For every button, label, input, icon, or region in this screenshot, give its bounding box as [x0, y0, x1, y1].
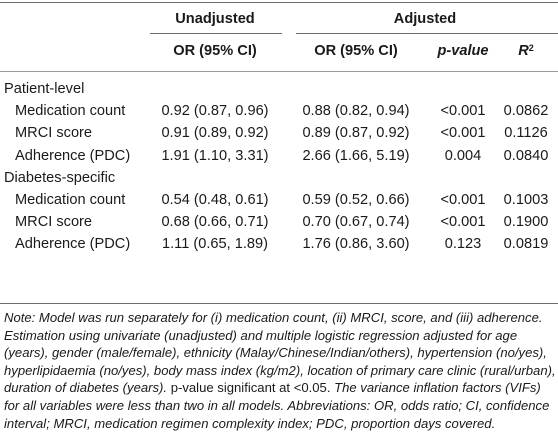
table-cell: <0.001: [440, 192, 486, 208]
row-label: MRCI score: [15, 214, 93, 231]
table-cell: 1.11 (0.65, 1.89): [161, 236, 269, 253]
col-header-p-value: p-value: [437, 43, 489, 59]
top-rule: [0, 2, 558, 3]
col-header-or-adjusted: OR (95% CI): [314, 43, 398, 59]
table-cell: <0.001: [440, 103, 486, 120]
unadjusted-underline: [150, 33, 282, 34]
unadjusted-group-header: Unadjusted: [175, 11, 255, 27]
table-cell: 0.91 (0.89, 0.92): [161, 125, 269, 142]
col-header-r-squared: R2: [518, 43, 534, 59]
row-label: Adherence (PDC): [15, 236, 131, 253]
col-header-or-unadjusted: OR (95% CI): [173, 43, 257, 59]
table-cell: <0.001: [440, 214, 486, 231]
table-cell: 0.54 (0.48, 0.61): [161, 192, 269, 208]
table-cell: 0.123: [444, 236, 482, 253]
note-text-3: The variance inflation factors (VIFs) fo…: [4, 380, 550, 431]
table-cell: <0.001: [440, 125, 486, 142]
table-cell: 0.70 (0.67, 0.74): [302, 214, 410, 231]
table-cell: 0.0862: [503, 103, 549, 120]
table-cell: 1.91 (1.10, 3.31): [161, 147, 269, 164]
table-cell: 0.68 (0.66, 0.71): [161, 214, 269, 231]
table-cell: 0.92 (0.87, 0.96): [161, 103, 269, 120]
adjusted-group-header: Adjusted: [393, 11, 457, 27]
note-text-1: Note: Model was run separately for (i) m…: [4, 310, 556, 396]
table-cell: 0.88 (0.82, 0.94): [302, 103, 410, 120]
table-cell: 0.1900: [503, 214, 549, 231]
table-cell: 0.004: [444, 147, 482, 164]
row-label: Medication count: [15, 103, 126, 120]
adjusted-underline: [296, 33, 558, 34]
section-title: Diabetes-specific: [4, 169, 116, 186]
table-cell: 2.66 (1.66, 5.19): [302, 147, 410, 164]
table-cell: 1.76 (0.86, 3.60): [302, 236, 410, 253]
table-cell: 0.1126: [504, 125, 548, 142]
table-note: Note: Model was run separately for (i) m…: [4, 309, 556, 432]
row-label: MRCI score: [15, 125, 93, 142]
header-rule: [0, 71, 558, 72]
bottom-rule: [0, 303, 558, 304]
note-text-2: p-value significant at <0.05.: [170, 380, 331, 396]
table-cell: 0.1003: [503, 192, 549, 208]
table-cell: 0.89 (0.87, 0.92): [302, 125, 410, 142]
table-cell: 0.0840: [503, 147, 549, 164]
row-label: Medication count: [15, 192, 126, 208]
table-cell: 0.59 (0.52, 0.66): [302, 192, 410, 208]
table-cell: 0.0819: [503, 236, 549, 253]
row-label: Adherence (PDC): [15, 147, 131, 164]
section-title: Patient-level: [4, 81, 85, 97]
